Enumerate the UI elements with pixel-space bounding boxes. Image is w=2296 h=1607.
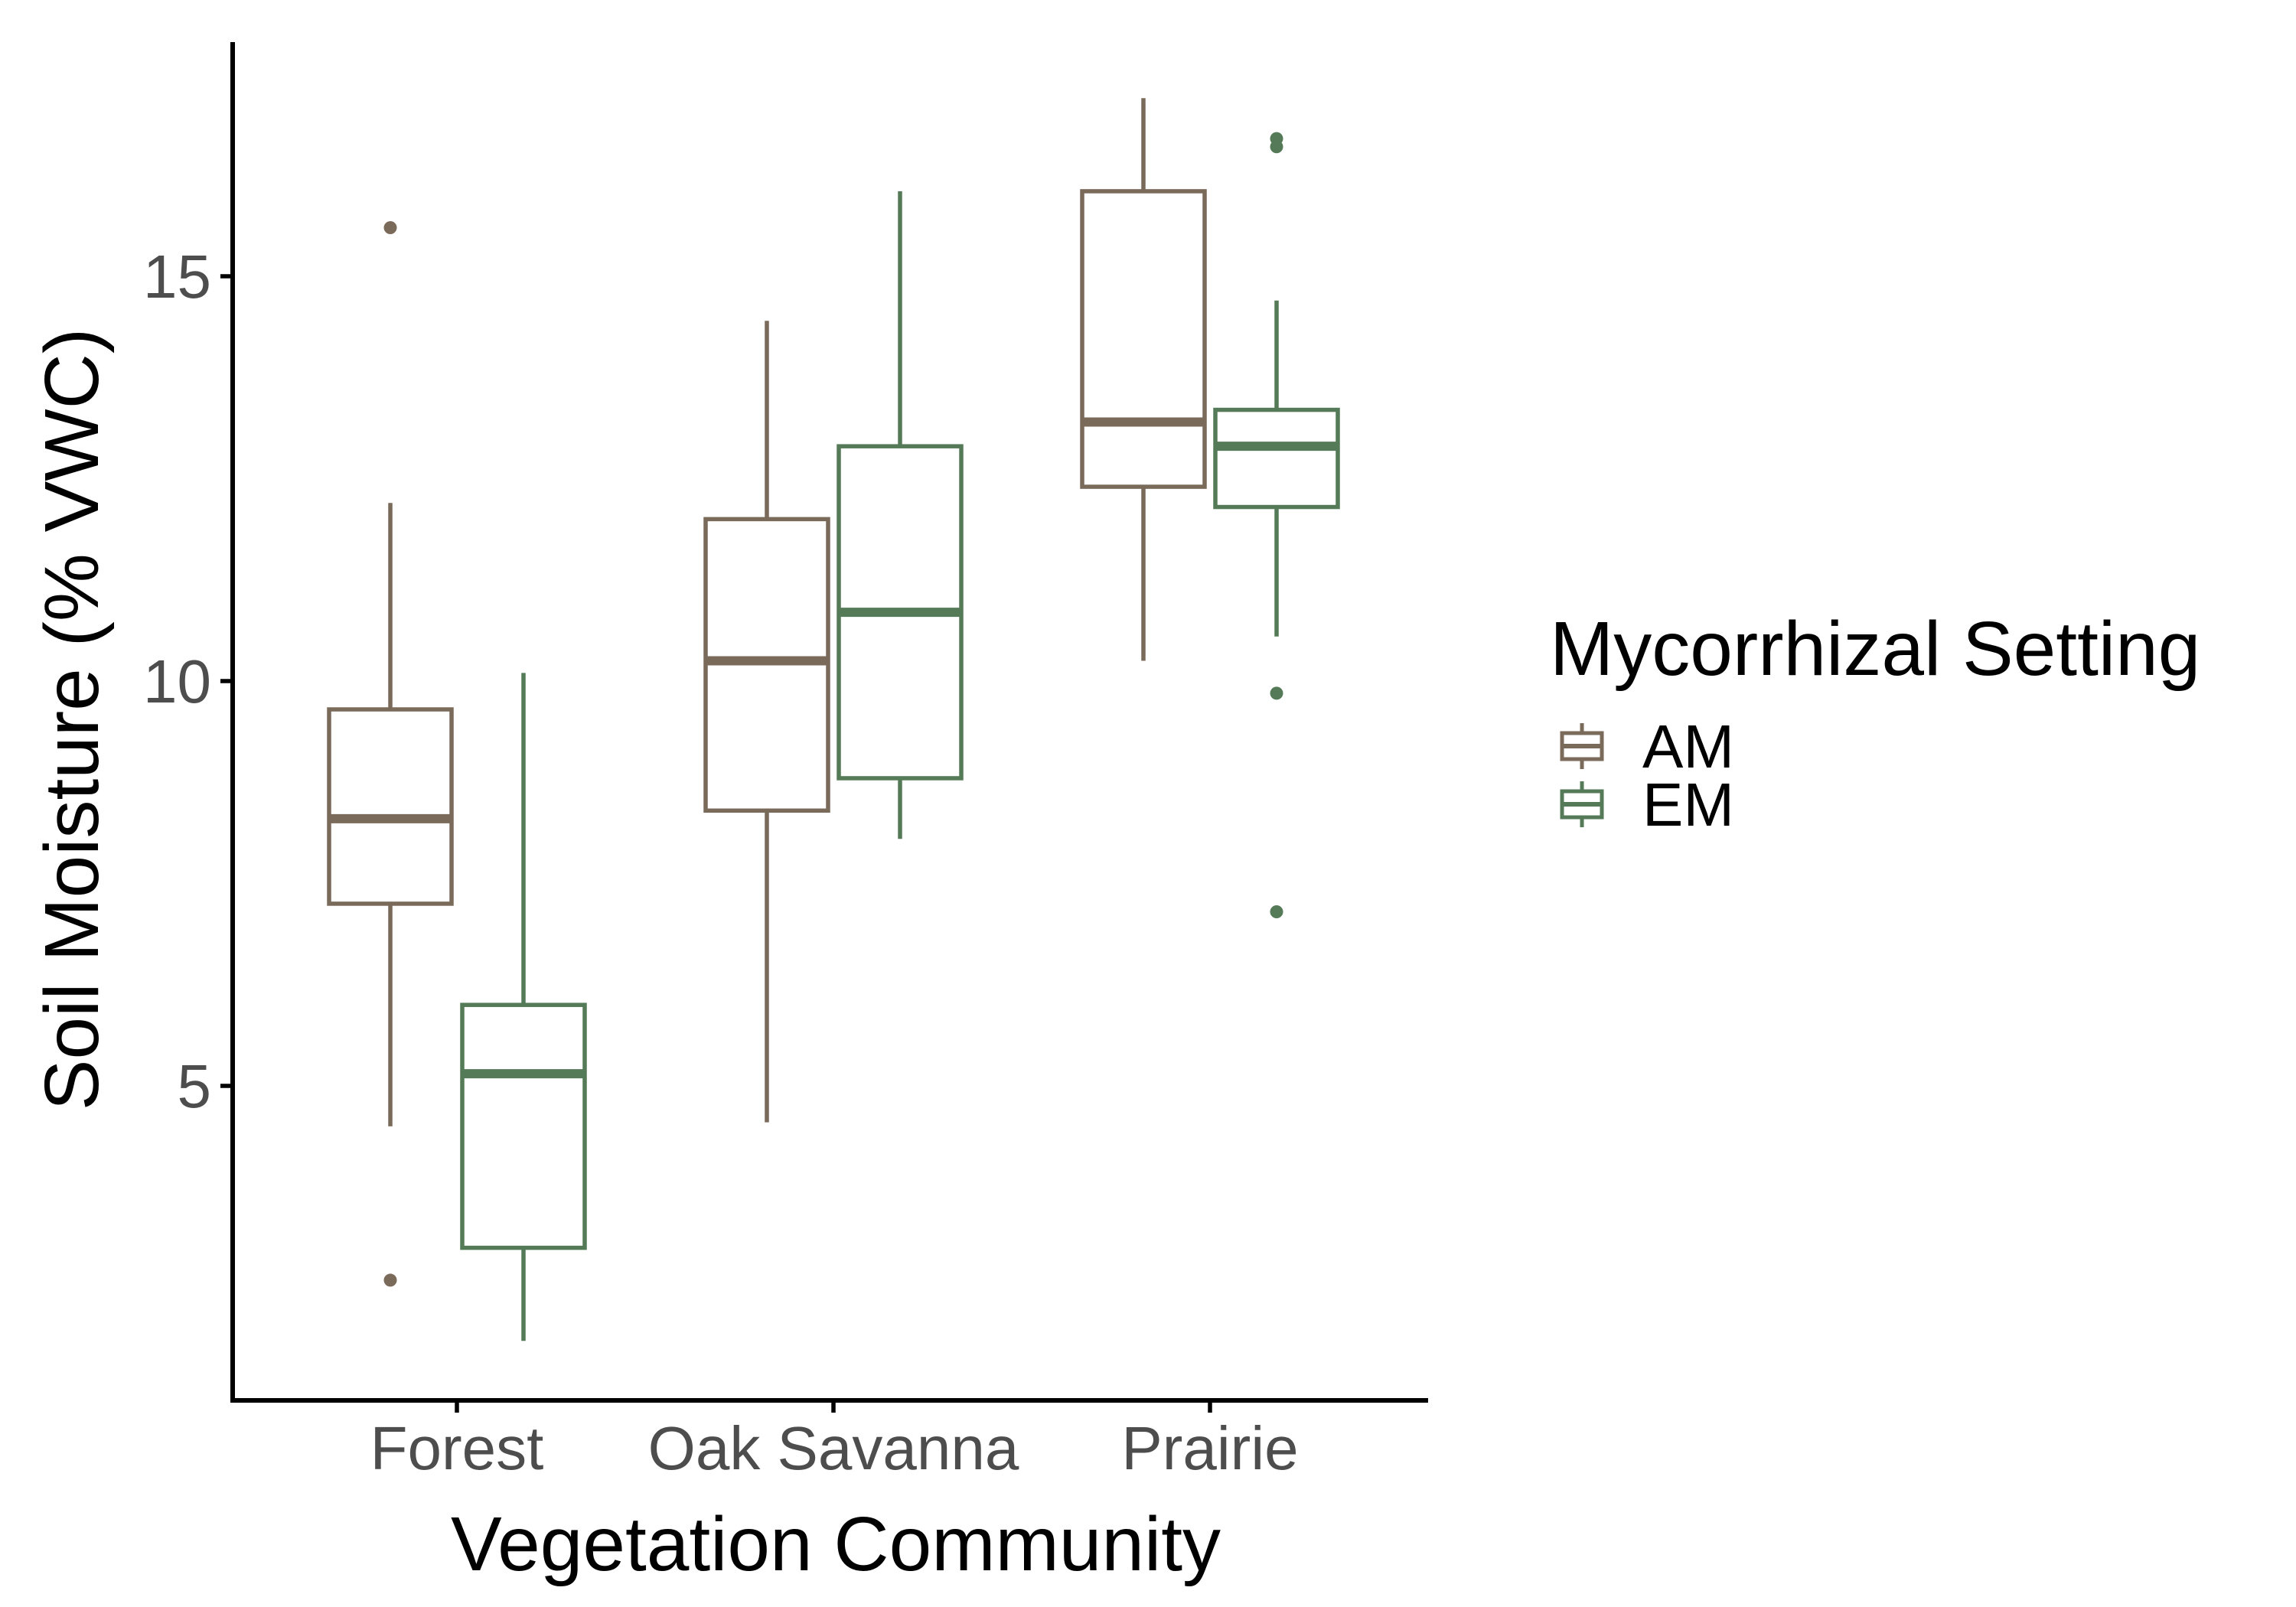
- box-iqr: [460, 1002, 587, 1250]
- box-em-prairie: [1213, 132, 1340, 919]
- legend-key-am: AM: [1560, 712, 1734, 781]
- legend-key-em: EM: [1560, 771, 1734, 839]
- box-iqr: [1080, 189, 1207, 489]
- y-tick-label: 15: [143, 243, 211, 311]
- box-am-forest: [327, 221, 454, 1287]
- legend-title: Mycorrhizal Setting: [1550, 606, 2200, 692]
- y-tick-label: 5: [178, 1052, 212, 1120]
- box-em-oak-savanna: [837, 191, 964, 839]
- y-axis-title: Soil Moisture (% VWC): [29, 328, 115, 1110]
- outlier-point: [383, 1273, 397, 1287]
- outlier-point: [1270, 686, 1283, 700]
- outlier-point: [1270, 140, 1283, 154]
- x-tick-label: Oak Savanna: [648, 1414, 1019, 1482]
- axes-layer: 5 10 15 Forest Oak Savanna Prairie: [143, 42, 1428, 1482]
- box-am-prairie: [1080, 98, 1207, 661]
- boxes-layer: [327, 98, 1340, 1341]
- box-iqr: [1213, 407, 1340, 510]
- legend-label-em: EM: [1642, 771, 1734, 839]
- box-iqr: [327, 707, 454, 906]
- box-em-forest: [460, 673, 587, 1341]
- legend-label-am: AM: [1642, 712, 1734, 781]
- x-axis-title: Vegetation Community: [451, 1501, 1221, 1587]
- x-tick-label: Forest: [370, 1414, 544, 1482]
- outlier-point: [1270, 905, 1283, 919]
- y-tick-label: 10: [143, 647, 211, 715]
- box-am-oak-savanna: [703, 321, 830, 1123]
- x-tick-label: Prairie: [1121, 1414, 1298, 1482]
- outlier-point: [383, 221, 397, 235]
